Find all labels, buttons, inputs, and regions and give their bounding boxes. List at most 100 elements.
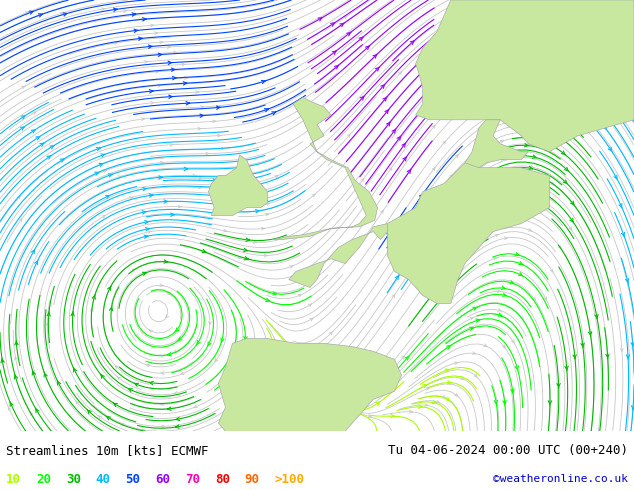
- FancyArrowPatch shape: [8, 407, 11, 411]
- FancyArrowPatch shape: [108, 286, 111, 291]
- FancyArrowPatch shape: [106, 196, 110, 198]
- FancyArrowPatch shape: [529, 166, 533, 170]
- FancyArrowPatch shape: [272, 342, 275, 347]
- FancyArrowPatch shape: [569, 227, 572, 230]
- FancyArrowPatch shape: [519, 272, 522, 276]
- FancyArrowPatch shape: [591, 26, 595, 30]
- FancyArrowPatch shape: [436, 255, 439, 259]
- FancyArrowPatch shape: [198, 177, 202, 180]
- FancyArrowPatch shape: [167, 292, 171, 295]
- FancyArrowPatch shape: [596, 23, 600, 27]
- FancyArrowPatch shape: [335, 65, 339, 69]
- FancyArrowPatch shape: [533, 297, 535, 300]
- FancyArrowPatch shape: [545, 98, 548, 101]
- FancyArrowPatch shape: [563, 180, 567, 184]
- FancyArrowPatch shape: [36, 136, 40, 140]
- FancyArrowPatch shape: [87, 410, 91, 414]
- FancyArrowPatch shape: [71, 311, 74, 316]
- FancyArrowPatch shape: [213, 179, 217, 182]
- FancyArrowPatch shape: [160, 284, 163, 287]
- FancyArrowPatch shape: [31, 249, 35, 254]
- FancyArrowPatch shape: [448, 381, 451, 384]
- FancyArrowPatch shape: [602, 19, 606, 23]
- FancyArrowPatch shape: [63, 13, 67, 16]
- FancyArrowPatch shape: [544, 297, 547, 300]
- FancyArrowPatch shape: [99, 163, 103, 167]
- Text: 70: 70: [185, 473, 200, 486]
- FancyArrowPatch shape: [266, 298, 269, 301]
- FancyArrowPatch shape: [445, 290, 449, 294]
- FancyArrowPatch shape: [302, 277, 306, 280]
- FancyArrowPatch shape: [216, 106, 220, 109]
- FancyArrowPatch shape: [94, 172, 99, 175]
- FancyArrowPatch shape: [610, 18, 614, 21]
- FancyArrowPatch shape: [29, 11, 34, 14]
- FancyArrowPatch shape: [527, 37, 530, 40]
- FancyArrowPatch shape: [238, 256, 242, 259]
- FancyArrowPatch shape: [167, 407, 171, 410]
- FancyArrowPatch shape: [410, 41, 415, 45]
- FancyArrowPatch shape: [221, 338, 224, 343]
- FancyArrowPatch shape: [397, 136, 401, 140]
- FancyArrowPatch shape: [160, 403, 164, 406]
- FancyArrowPatch shape: [424, 208, 428, 213]
- FancyArrowPatch shape: [151, 101, 154, 104]
- FancyArrowPatch shape: [174, 392, 178, 394]
- FancyArrowPatch shape: [572, 80, 576, 84]
- FancyArrowPatch shape: [533, 155, 536, 158]
- FancyArrowPatch shape: [309, 371, 313, 375]
- FancyArrowPatch shape: [564, 49, 569, 52]
- FancyArrowPatch shape: [167, 46, 171, 49]
- FancyArrowPatch shape: [344, 16, 347, 19]
- FancyArrowPatch shape: [34, 260, 38, 265]
- FancyArrowPatch shape: [530, 165, 534, 168]
- FancyArrowPatch shape: [1, 358, 4, 363]
- FancyArrowPatch shape: [621, 348, 623, 351]
- FancyArrowPatch shape: [423, 385, 427, 388]
- FancyArrowPatch shape: [387, 231, 391, 236]
- FancyArrowPatch shape: [443, 395, 446, 398]
- FancyArrowPatch shape: [124, 10, 127, 12]
- FancyArrowPatch shape: [476, 319, 480, 322]
- FancyArrowPatch shape: [511, 389, 514, 394]
- FancyArrowPatch shape: [298, 294, 302, 297]
- FancyArrowPatch shape: [171, 213, 174, 216]
- FancyArrowPatch shape: [108, 174, 112, 177]
- Text: 40: 40: [96, 473, 111, 486]
- FancyArrowPatch shape: [76, 401, 79, 404]
- FancyArrowPatch shape: [365, 46, 370, 49]
- FancyArrowPatch shape: [503, 401, 506, 405]
- FancyArrowPatch shape: [521, 317, 523, 319]
- FancyArrowPatch shape: [567, 31, 571, 34]
- FancyArrowPatch shape: [173, 350, 177, 353]
- FancyArrowPatch shape: [376, 402, 380, 405]
- FancyArrowPatch shape: [290, 266, 293, 268]
- FancyArrowPatch shape: [450, 175, 452, 178]
- FancyArrowPatch shape: [134, 383, 138, 387]
- FancyArrowPatch shape: [113, 8, 117, 11]
- FancyArrowPatch shape: [44, 372, 47, 377]
- FancyArrowPatch shape: [493, 257, 496, 260]
- FancyArrowPatch shape: [132, 14, 135, 17]
- FancyArrowPatch shape: [148, 45, 152, 49]
- Text: ©weatheronline.co.uk: ©weatheronline.co.uk: [493, 474, 628, 485]
- FancyArrowPatch shape: [92, 294, 95, 299]
- FancyArrowPatch shape: [150, 382, 153, 385]
- FancyArrowPatch shape: [31, 129, 36, 133]
- Text: 90: 90: [245, 473, 260, 486]
- FancyArrowPatch shape: [209, 321, 211, 324]
- FancyArrowPatch shape: [184, 167, 188, 171]
- FancyArrowPatch shape: [272, 112, 276, 115]
- FancyArrowPatch shape: [368, 415, 372, 417]
- FancyArrowPatch shape: [212, 120, 216, 123]
- FancyArrowPatch shape: [178, 205, 181, 208]
- FancyArrowPatch shape: [164, 200, 167, 203]
- FancyArrowPatch shape: [103, 170, 107, 172]
- FancyArrowPatch shape: [176, 417, 179, 420]
- Text: 10: 10: [6, 473, 22, 486]
- FancyArrowPatch shape: [266, 203, 270, 205]
- FancyArrowPatch shape: [143, 18, 146, 21]
- FancyArrowPatch shape: [198, 186, 202, 189]
- FancyArrowPatch shape: [96, 147, 100, 151]
- FancyArrowPatch shape: [161, 372, 164, 374]
